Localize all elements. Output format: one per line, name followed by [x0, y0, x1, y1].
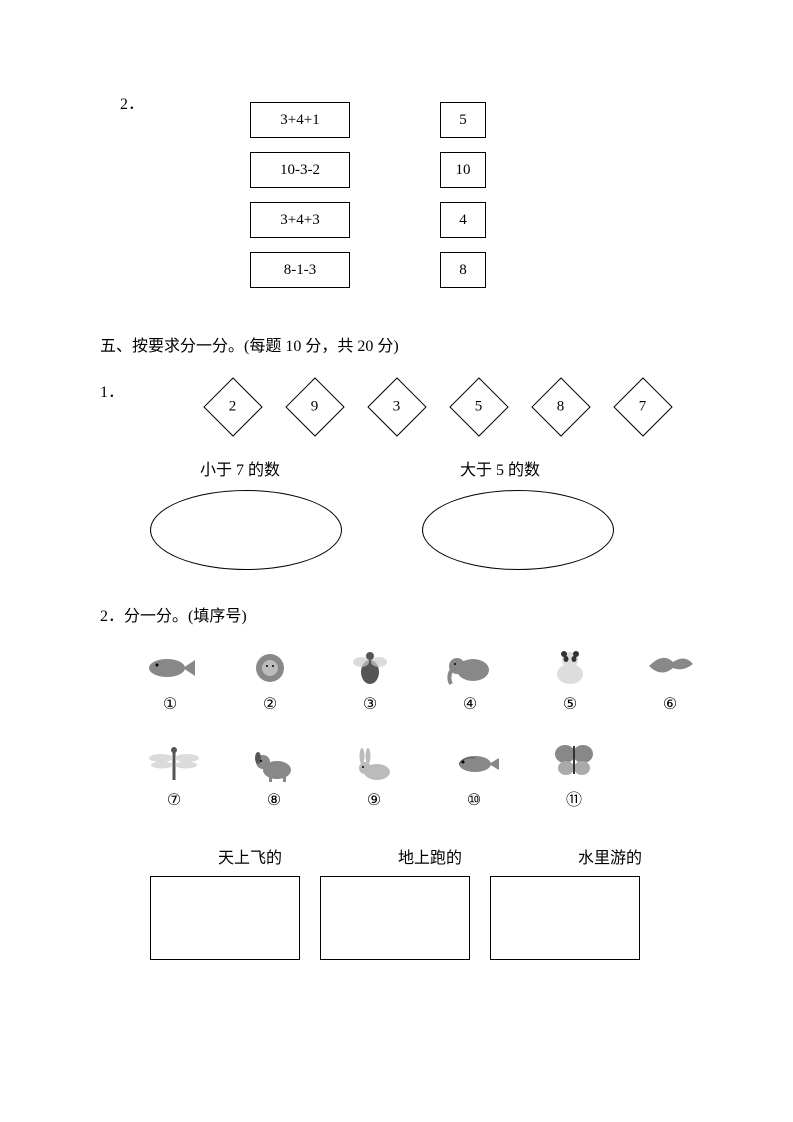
- label-greater-than-5: 大于 5 的数: [460, 456, 540, 480]
- cat-run: 地上跑的: [362, 844, 498, 868]
- answer-box: 4: [440, 202, 486, 238]
- diamond-row: 2 9 3 5 8 7: [212, 386, 733, 428]
- expr-box: 3+4+3: [250, 202, 350, 238]
- animal-number: ④: [463, 694, 477, 714]
- animal-number: ②: [263, 694, 277, 714]
- diamond: 3: [367, 377, 426, 436]
- answer-column: 5 10 4 8: [440, 102, 486, 288]
- section5-title: 五、按要求分一分。(每题 10 分，共 20 分): [100, 332, 733, 356]
- animal-number: ⑨: [367, 790, 381, 810]
- answer-box: 5: [440, 102, 486, 138]
- category-labels: 天上飞的 地上跑的 水里游的: [182, 844, 733, 868]
- answer-oval-left[interactable]: [150, 490, 342, 570]
- animal-dragonfly: ⑦: [144, 742, 204, 810]
- diamond-val: 9: [311, 399, 319, 416]
- expr-box: 3+4+1: [250, 102, 350, 138]
- expression-column: 3+4+1 10-3-2 3+4+3 8-1-3: [250, 102, 350, 288]
- answer-box: 8: [440, 252, 486, 288]
- answer-box-fly[interactable]: [150, 876, 300, 960]
- diamond: 8: [531, 377, 590, 436]
- animal-row-2: ⑦ ⑧ ⑨ ⑩ ⑪: [144, 738, 733, 810]
- label-less-than-7: 小于 7 的数: [200, 456, 280, 480]
- diamond: 9: [285, 377, 344, 436]
- animal-rabbit: ⑨: [344, 742, 404, 810]
- diamond-val: 7: [639, 399, 647, 416]
- diamond-val: 3: [393, 399, 401, 416]
- animal-number: ⑦: [167, 790, 181, 810]
- answer-boxes-row: [150, 876, 733, 960]
- answer-box-swim[interactable]: [490, 876, 640, 960]
- answer-box-run[interactable]: [320, 876, 470, 960]
- expr-box: 10-3-2: [250, 152, 350, 188]
- answer-oval-right[interactable]: [422, 490, 614, 570]
- animal-number: ⑤: [563, 694, 577, 714]
- animal-bird: ⑥: [640, 646, 700, 714]
- animal-number: ③: [363, 694, 377, 714]
- animal-dog: ⑧: [244, 742, 304, 810]
- cat-fly: 天上飞的: [182, 844, 318, 868]
- answer-box: 10: [440, 152, 486, 188]
- animal-butterfly: ⑪: [544, 738, 604, 810]
- s5q2-title: 2．分一分。(填序号): [100, 602, 733, 626]
- animal-number: ①: [163, 694, 177, 714]
- diamond: 2: [203, 377, 262, 436]
- animal-number: ⑧: [267, 790, 281, 810]
- cat-swim: 水里游的: [542, 844, 678, 868]
- animals-block: ① ② ③ ④ ⑤ ⑥ ⑦ ⑧ ⑨ ⑩ ⑪: [140, 646, 733, 810]
- expr-box: 8-1-3: [250, 252, 350, 288]
- labels-row: 小于 7 的数 大于 5 的数: [200, 456, 733, 480]
- matching-block: 3+4+1 10-3-2 3+4+3 8-1-3 5 10 4 8: [250, 102, 733, 288]
- animal-panda: ⑤: [540, 646, 600, 714]
- diamond: 5: [449, 377, 508, 436]
- animal-fish2: ⑩: [444, 742, 504, 810]
- animal-bee: ③: [340, 646, 400, 714]
- animal-number: ⑩: [467, 790, 481, 810]
- oval-row: [150, 490, 733, 570]
- animal-elephant: ④: [440, 646, 500, 714]
- animal-lion: ②: [240, 646, 300, 714]
- diamond-val: 5: [475, 399, 483, 416]
- animal-row-1: ① ② ③ ④ ⑤ ⑥: [140, 646, 733, 714]
- diamond-val: 2: [229, 399, 237, 416]
- animal-fish: ①: [140, 646, 200, 714]
- diamond-val: 8: [557, 399, 565, 416]
- diamond: 7: [613, 377, 672, 436]
- animal-number: ⑪: [566, 786, 582, 810]
- animal-number: ⑥: [663, 694, 677, 714]
